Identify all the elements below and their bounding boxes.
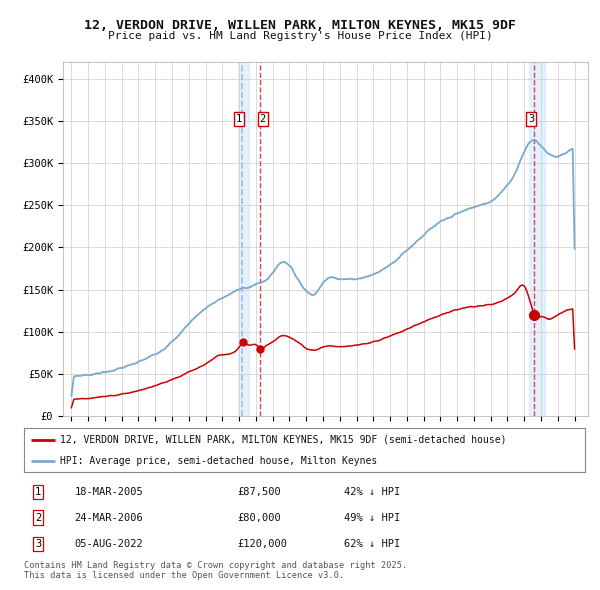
Text: 1: 1 bbox=[236, 114, 242, 124]
Bar bbox=[529, 62, 545, 416]
Text: 12, VERDON DRIVE, WILLEN PARK, MILTON KEYNES, MK15 9DF (semi-detached house): 12, VERDON DRIVE, WILLEN PARK, MILTON KE… bbox=[61, 435, 507, 445]
Text: 62% ↓ HPI: 62% ↓ HPI bbox=[344, 539, 400, 549]
Text: 24-MAR-2006: 24-MAR-2006 bbox=[74, 513, 143, 523]
Text: Contains HM Land Registry data © Crown copyright and database right 2025.
This d: Contains HM Land Registry data © Crown c… bbox=[24, 560, 407, 580]
Text: HPI: Average price, semi-detached house, Milton Keynes: HPI: Average price, semi-detached house,… bbox=[61, 456, 378, 466]
Text: 2: 2 bbox=[35, 513, 41, 523]
Text: Price paid vs. HM Land Registry's House Price Index (HPI): Price paid vs. HM Land Registry's House … bbox=[107, 31, 493, 41]
Text: £87,500: £87,500 bbox=[237, 487, 281, 497]
Bar bbox=[238, 62, 249, 416]
Text: 3: 3 bbox=[528, 114, 534, 124]
Text: 05-AUG-2022: 05-AUG-2022 bbox=[74, 539, 143, 549]
Text: £80,000: £80,000 bbox=[237, 513, 281, 523]
Text: 3: 3 bbox=[35, 539, 41, 549]
Text: 18-MAR-2005: 18-MAR-2005 bbox=[74, 487, 143, 497]
Text: 12, VERDON DRIVE, WILLEN PARK, MILTON KEYNES, MK15 9DF: 12, VERDON DRIVE, WILLEN PARK, MILTON KE… bbox=[84, 19, 516, 32]
Text: 42% ↓ HPI: 42% ↓ HPI bbox=[344, 487, 400, 497]
Text: 2: 2 bbox=[260, 114, 266, 124]
Text: 49% ↓ HPI: 49% ↓ HPI bbox=[344, 513, 400, 523]
Text: 1: 1 bbox=[35, 487, 41, 497]
Text: £120,000: £120,000 bbox=[237, 539, 287, 549]
